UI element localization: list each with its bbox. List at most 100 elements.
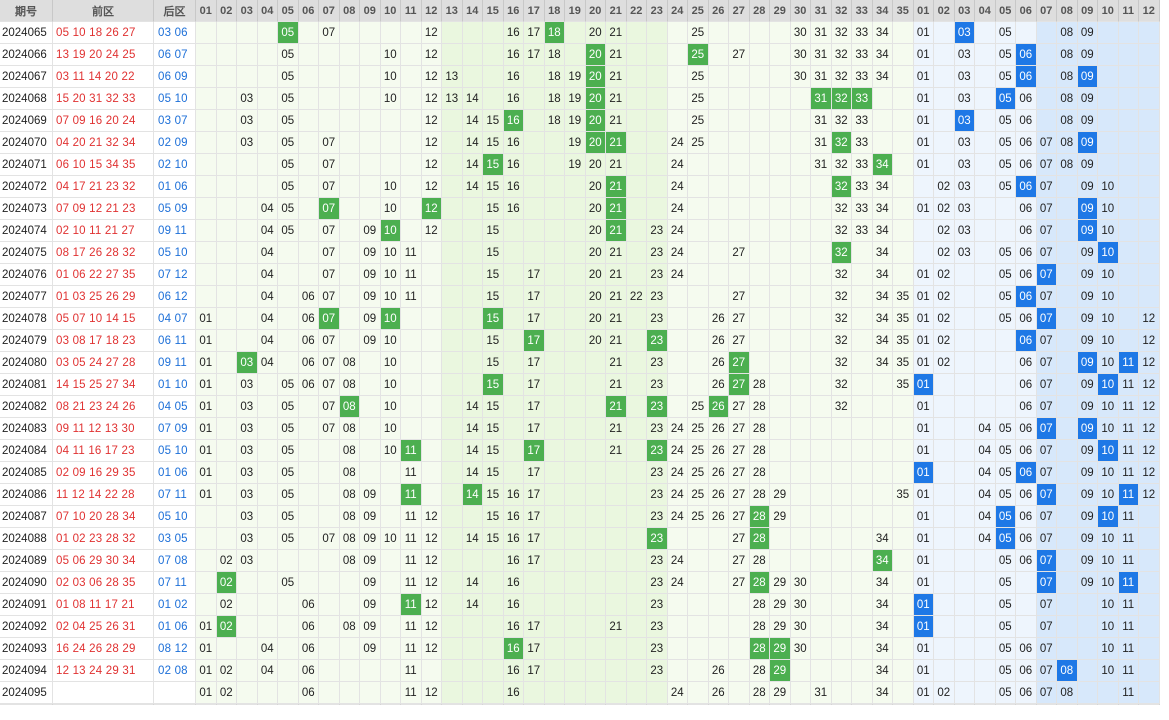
front-cell: 12: [421, 506, 442, 528]
issue-cell: 2024078: [0, 308, 53, 330]
front-cell: [196, 264, 217, 286]
front-cell: 16: [503, 528, 524, 550]
front-cell: [483, 594, 504, 616]
front-cell: [544, 506, 565, 528]
front-cell: 08: [339, 484, 360, 506]
front-cell: 34: [872, 198, 893, 220]
front-cell: 12: [421, 528, 442, 550]
front-cell: [237, 638, 258, 660]
front-cell: [749, 44, 770, 66]
back-cell: 09: [1077, 462, 1098, 484]
front-cell: [442, 110, 463, 132]
front-cell: [319, 88, 340, 110]
front-cell: 21: [606, 110, 627, 132]
back-cell: 10: [1098, 528, 1119, 550]
front-cell: [811, 484, 832, 506]
header-front-col-24-top: 24: [667, 0, 688, 22]
front-cell: 29: [770, 682, 791, 704]
back-draw-cell: 09 11: [154, 220, 196, 242]
front-cell: [647, 154, 668, 176]
front-cell: 27: [729, 484, 750, 506]
front-cell: 26: [708, 308, 729, 330]
front-cell: 28: [749, 462, 770, 484]
front-cell: [893, 66, 914, 88]
front-cell: 23: [647, 572, 668, 594]
back-cell: [954, 572, 975, 594]
front-cell: [667, 352, 688, 374]
front-cell: [606, 682, 627, 704]
front-cell: [298, 550, 319, 572]
header-back-col-01-bottom: 01: [913, 704, 934, 705]
front-cell: 15: [483, 352, 504, 374]
issue-cell: 2024072: [0, 176, 53, 198]
front-cell: [729, 594, 750, 616]
front-hit-ball: 23: [647, 330, 668, 352]
front-cell: [667, 638, 688, 660]
front-cell: 26: [708, 440, 729, 462]
front-cell: [483, 572, 504, 594]
front-cell: [257, 132, 278, 154]
back-cell: 05: [995, 110, 1016, 132]
front-cell: [708, 572, 729, 594]
back-cell: [1118, 132, 1139, 154]
front-hit-ball: 17: [524, 440, 545, 462]
front-draw-cell: [53, 682, 154, 704]
back-cell: 07: [1036, 198, 1057, 220]
front-hit-ball: 15: [483, 308, 504, 330]
front-cell: [298, 484, 319, 506]
front-cell: 28: [749, 682, 770, 704]
front-cell: 06: [298, 352, 319, 374]
back-cell: [934, 484, 955, 506]
front-cell: [708, 110, 729, 132]
front-cell: [216, 396, 237, 418]
back-cell: [934, 462, 955, 484]
front-cell: [462, 264, 483, 286]
front-cell: [339, 198, 360, 220]
front-cell: [524, 682, 545, 704]
front-cell: 23: [647, 308, 668, 330]
front-cell: [626, 22, 647, 44]
front-cell: 31: [811, 110, 832, 132]
front-hit-ball: 10: [380, 220, 401, 242]
front-cell: 06: [298, 330, 319, 352]
front-cell: [380, 638, 401, 660]
front-cell: [216, 506, 237, 528]
front-cell: 03: [237, 418, 258, 440]
back-draw-cell: 02 09: [154, 132, 196, 154]
back-cell: [1098, 682, 1119, 704]
front-cell: [319, 506, 340, 528]
back-hit-ball: 06: [1016, 176, 1037, 198]
front-cell: [237, 616, 258, 638]
front-cell: 07: [319, 264, 340, 286]
front-cell: [462, 374, 483, 396]
front-cell: 14: [462, 462, 483, 484]
front-cell: [216, 638, 237, 660]
front-cell: [421, 242, 442, 264]
header-front-col-32-bottom: 32: [831, 704, 852, 705]
front-cell: 25: [688, 110, 709, 132]
back-cell: 05: [995, 176, 1016, 198]
header-back-col-08-bottom: 08: [1057, 704, 1078, 705]
back-draw-cell: 05 10: [154, 506, 196, 528]
back-cell: 07: [1036, 506, 1057, 528]
back-cell: 05: [995, 154, 1016, 176]
front-cell: [339, 264, 360, 286]
front-cell: 07: [319, 396, 340, 418]
front-cell: 10: [380, 374, 401, 396]
back-draw-cell: 06 09: [154, 66, 196, 88]
front-cell: [811, 616, 832, 638]
front-cell: 17: [524, 396, 545, 418]
front-cell: [749, 66, 770, 88]
front-cell: [893, 418, 914, 440]
back-cell: 09: [1077, 374, 1098, 396]
front-cell: 27: [729, 550, 750, 572]
header-front-col-32-top: 32: [831, 0, 852, 22]
front-cell: [524, 198, 545, 220]
back-cell: [1057, 528, 1078, 550]
front-cell: 26: [708, 352, 729, 374]
front-cell: 02: [216, 550, 237, 572]
back-cell: 06: [1016, 418, 1037, 440]
front-cell: [852, 308, 873, 330]
front-cell: [298, 154, 319, 176]
front-cell: 09: [360, 506, 381, 528]
